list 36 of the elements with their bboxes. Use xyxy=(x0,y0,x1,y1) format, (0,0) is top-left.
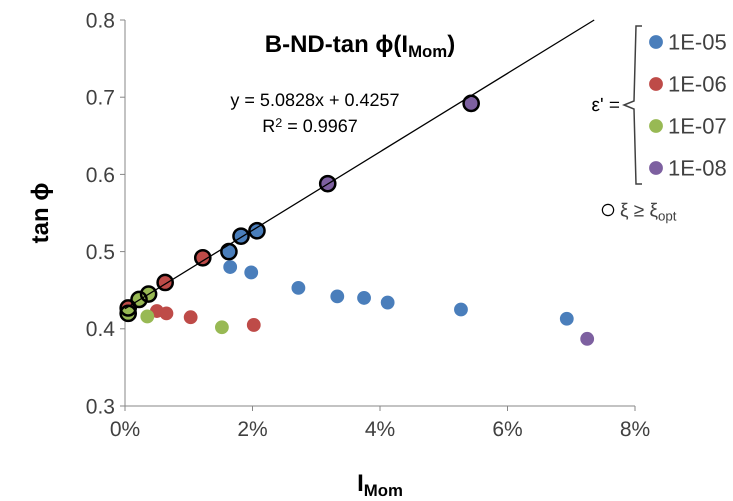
annotation: R$^{2}$ = 0.9967 xyxy=(262,116,358,136)
point xyxy=(223,260,238,274)
point xyxy=(214,320,229,334)
x-tick-label: 0% xyxy=(110,418,140,441)
legend-label: 1E-07 xyxy=(668,114,727,139)
x-tick-label: 6% xyxy=(492,418,523,441)
point xyxy=(330,289,344,304)
point xyxy=(380,296,395,310)
point xyxy=(580,332,594,346)
y-tick-label: 0.3 xyxy=(86,395,115,418)
legend-label: 1E-08 xyxy=(668,156,727,181)
point xyxy=(140,310,154,324)
annotation: y = 5.0828x + 0.4257 xyxy=(230,90,400,110)
y-tick-label: 0.4 xyxy=(86,318,116,342)
point xyxy=(246,318,261,332)
y-tick-label: 0.7 xyxy=(86,86,115,110)
point xyxy=(357,291,371,305)
point xyxy=(244,266,258,280)
point xyxy=(454,302,468,316)
text: B-ND-tan ϕ(I$_{Mom}$) xyxy=(264,31,456,62)
x-axis-title: I$_{Mom}$ xyxy=(357,470,403,500)
point xyxy=(184,310,198,324)
x-tick-label: 2% xyxy=(237,418,268,441)
y-axis-title: tan ϕ xyxy=(27,182,54,244)
x-tick-label: 8% xyxy=(620,418,650,441)
point xyxy=(560,312,574,326)
point xyxy=(160,306,174,320)
y-tick-label: 0.5 xyxy=(86,240,115,264)
legend-label: ξ ≥ ξ$_{opt}$ xyxy=(620,200,677,224)
y-tick-label: 0.6 xyxy=(86,164,115,187)
point xyxy=(291,280,306,295)
legend-title: ε' = xyxy=(592,95,620,116)
y-tick-label: 0.8 xyxy=(86,9,115,32)
x-tick-label: 4% xyxy=(364,418,396,441)
legend-label: 1E-06 xyxy=(668,72,727,97)
legend-label: 1E-05 xyxy=(668,30,727,55)
